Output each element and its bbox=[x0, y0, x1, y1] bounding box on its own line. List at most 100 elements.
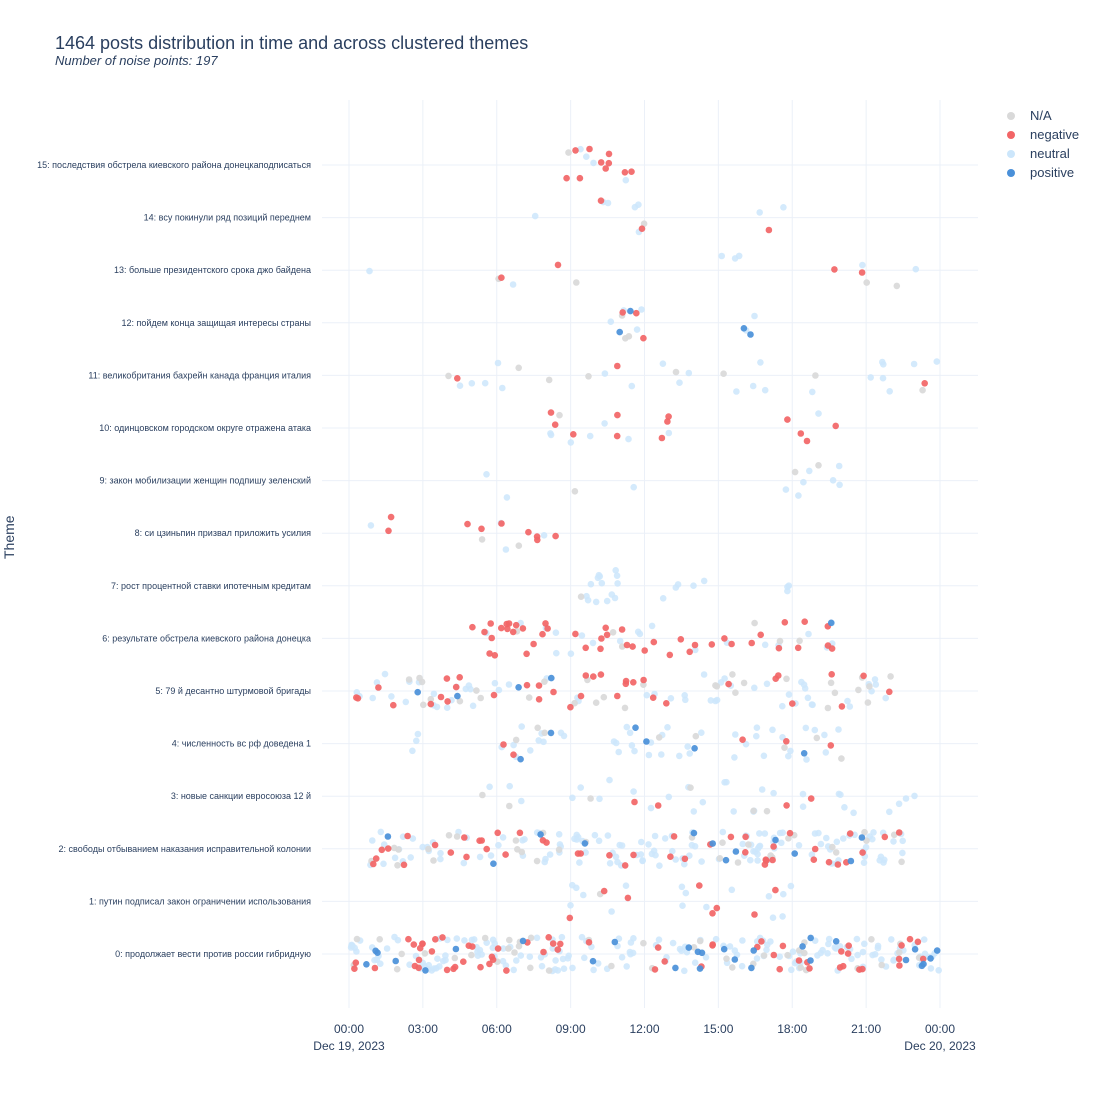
data-point-negative[interactable] bbox=[748, 639, 755, 647]
data-point-negative[interactable] bbox=[664, 418, 671, 425]
data-point-neutral[interactable] bbox=[753, 955, 761, 962]
data-point-neutral[interactable] bbox=[436, 963, 443, 970]
data-point-positive[interactable] bbox=[691, 745, 698, 752]
data-point-neutral[interactable] bbox=[665, 429, 673, 437]
data-point-neutral[interactable] bbox=[596, 795, 603, 803]
data-point-neutral[interactable] bbox=[648, 622, 656, 630]
data-point-positive[interactable] bbox=[515, 684, 522, 691]
data-point-neutral[interactable] bbox=[558, 933, 566, 941]
data-point-negative[interactable] bbox=[519, 625, 527, 632]
data-point-negative[interactable] bbox=[523, 681, 531, 689]
data-point-neutral[interactable] bbox=[674, 581, 682, 588]
data-point-negative[interactable] bbox=[795, 957, 803, 964]
data-point-neutral[interactable] bbox=[614, 858, 621, 866]
data-point-negative[interactable] bbox=[494, 945, 502, 952]
data-point-negative[interactable] bbox=[775, 672, 782, 679]
data-point-neutral[interactable] bbox=[595, 571, 603, 579]
data-point-neutral[interactable] bbox=[607, 318, 615, 326]
data-point-neutral[interactable] bbox=[628, 382, 636, 390]
data-point-negative[interactable] bbox=[709, 941, 716, 948]
data-point-neutral[interactable] bbox=[682, 696, 689, 704]
data-point-neutral[interactable] bbox=[494, 359, 502, 367]
data-point-positive[interactable] bbox=[627, 307, 634, 315]
data-point-negative[interactable] bbox=[535, 682, 543, 689]
data-point-negative[interactable] bbox=[757, 631, 764, 639]
data-point-neutral[interactable] bbox=[803, 756, 810, 763]
data-point-negative[interactable] bbox=[708, 641, 716, 648]
data-point-neutral[interactable] bbox=[631, 203, 639, 211]
data-point-neutral[interactable] bbox=[383, 945, 391, 952]
data-point-negative[interactable] bbox=[477, 963, 484, 971]
data-point-neutral[interactable] bbox=[899, 849, 906, 857]
data-point-neutral[interactable] bbox=[639, 857, 646, 864]
data-point-neutral[interactable] bbox=[761, 641, 769, 649]
data-point-negative[interactable] bbox=[523, 650, 530, 658]
data-point-neutral[interactable] bbox=[591, 831, 599, 839]
data-point-neutral[interactable] bbox=[540, 532, 548, 539]
data-point-negative[interactable] bbox=[906, 935, 914, 943]
data-point-neutral[interactable] bbox=[832, 945, 840, 952]
data-point-neutral[interactable] bbox=[584, 596, 592, 604]
data-point-neutral[interactable] bbox=[678, 883, 686, 891]
data-point-neutral[interactable] bbox=[735, 252, 743, 260]
data-point-neutral[interactable] bbox=[598, 579, 606, 587]
data-point-neutral[interactable] bbox=[510, 966, 517, 974]
data-point-na[interactable] bbox=[534, 724, 541, 732]
data-point-negative[interactable] bbox=[431, 841, 439, 849]
data-point-neutral[interactable] bbox=[486, 783, 493, 791]
data-point-neutral[interactable] bbox=[569, 964, 576, 972]
data-point-neutral[interactable] bbox=[391, 854, 399, 862]
data-point-neutral[interactable] bbox=[910, 360, 918, 368]
data-point-neutral[interactable] bbox=[728, 886, 736, 894]
data-point-neutral[interactable] bbox=[577, 784, 584, 791]
data-point-positive[interactable] bbox=[800, 750, 808, 757]
data-point-na[interactable] bbox=[855, 686, 862, 694]
data-point-neutral[interactable] bbox=[419, 843, 427, 851]
data-point-neutral[interactable] bbox=[822, 749, 830, 756]
data-point-positive[interactable] bbox=[374, 949, 381, 956]
data-point-neutral[interactable] bbox=[467, 685, 474, 693]
data-point-neutral[interactable] bbox=[489, 944, 497, 952]
data-point-neutral[interactable] bbox=[581, 954, 588, 962]
data-point-negative[interactable] bbox=[550, 688, 557, 696]
data-point-neutral[interactable] bbox=[531, 212, 539, 220]
data-point-neutral[interactable] bbox=[499, 834, 507, 841]
data-point-neutral[interactable] bbox=[780, 204, 787, 211]
data-point-na[interactable] bbox=[506, 936, 513, 944]
data-point-na[interactable] bbox=[824, 704, 832, 712]
data-point-neutral[interactable] bbox=[700, 577, 708, 585]
data-point-na[interactable] bbox=[545, 376, 553, 384]
data-point-neutral[interactable] bbox=[764, 941, 771, 949]
data-point-neutral[interactable] bbox=[526, 953, 534, 960]
data-point-neutral[interactable] bbox=[882, 694, 889, 702]
data-point-negative[interactable] bbox=[895, 955, 903, 963]
data-point-na[interactable] bbox=[405, 676, 413, 683]
data-point-negative[interactable] bbox=[577, 692, 585, 700]
data-point-neutral[interactable] bbox=[730, 808, 737, 815]
data-point-neutral[interactable] bbox=[380, 860, 387, 868]
data-point-positive[interactable] bbox=[694, 948, 702, 956]
data-point-na[interactable] bbox=[416, 674, 423, 682]
data-point-neutral[interactable] bbox=[776, 953, 783, 960]
data-point-negative[interactable] bbox=[432, 936, 439, 943]
data-point-neutral[interactable] bbox=[630, 788, 637, 795]
data-point-neutral[interactable] bbox=[684, 743, 691, 750]
data-point-negative[interactable] bbox=[898, 942, 905, 949]
data-point-neutral[interactable] bbox=[468, 380, 476, 387]
data-point-negative[interactable] bbox=[725, 680, 732, 688]
data-point-positive[interactable] bbox=[690, 829, 698, 837]
data-point-negative[interactable] bbox=[859, 965, 866, 973]
data-point-negative[interactable] bbox=[351, 965, 358, 972]
data-point-negative[interactable] bbox=[352, 959, 360, 966]
data-point-na[interactable] bbox=[565, 149, 572, 156]
data-point-positive[interactable] bbox=[422, 967, 429, 974]
data-point-negative[interactable] bbox=[783, 802, 790, 809]
data-point-neutral[interactable] bbox=[686, 750, 693, 757]
data-point-positive[interactable] bbox=[847, 857, 855, 865]
data-point-negative[interactable] bbox=[602, 165, 609, 172]
data-point-negative[interactable] bbox=[881, 833, 889, 841]
data-point-na[interactable] bbox=[481, 934, 489, 942]
data-point-neutral[interactable] bbox=[608, 908, 615, 915]
data-point-negative[interactable] bbox=[490, 691, 498, 699]
data-point-negative[interactable] bbox=[789, 700, 796, 707]
